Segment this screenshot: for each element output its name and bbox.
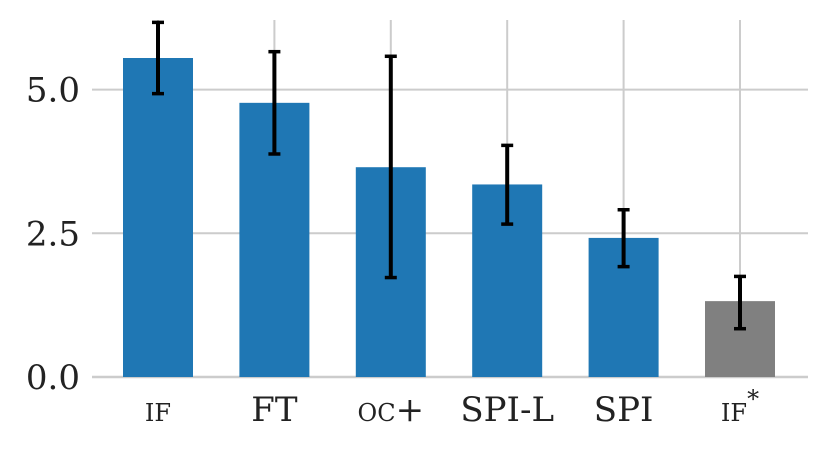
x-tick-label: FT — [251, 390, 298, 430]
x-tick-label: oc+ — [358, 390, 425, 430]
y-tick-label: 2.5 — [26, 214, 80, 254]
error-bars — [152, 20, 746, 331]
x-tick-label: if — [145, 390, 171, 430]
x-tick-label: SPI-L — [460, 390, 554, 430]
x-tick-label: SPI — [594, 390, 654, 430]
bar — [123, 58, 193, 378]
y-tick-label: 5.0 — [26, 71, 80, 111]
y-tick-labels: 0.0 2.5 5.0 — [26, 71, 80, 398]
y-tick-label: 0.0 — [26, 358, 80, 398]
bars — [123, 58, 775, 378]
x-tick-label: if* — [721, 385, 759, 430]
x-tick-labels: if FT oc+ SPI-L SPI if* — [145, 385, 759, 430]
grid-lines — [92, 20, 808, 379]
